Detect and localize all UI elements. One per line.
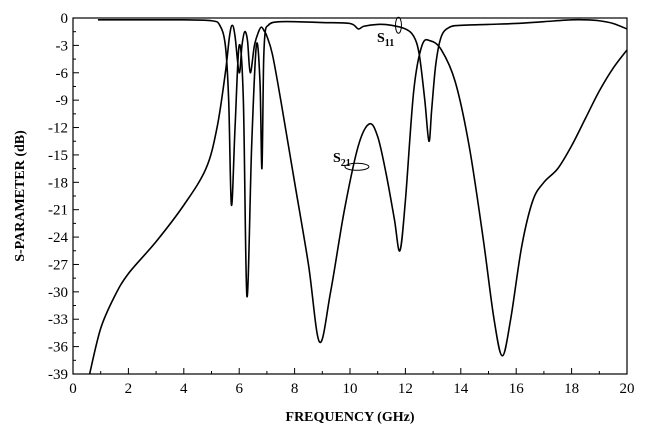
annotation-s21: S21: [333, 151, 351, 169]
y-tick-label: -21: [48, 203, 68, 219]
series-line-s11: [97, 18, 628, 298]
x-tick-label: 12: [398, 381, 413, 397]
y-tick-label: -6: [56, 66, 69, 82]
y-tick-label: -30: [48, 285, 68, 301]
y-tick-label: -12: [48, 121, 68, 137]
x-tick-label: 14: [453, 381, 469, 397]
axis-ticks: [72, 17, 628, 375]
plot-frame: [72, 17, 628, 375]
y-tick-label: -15: [48, 148, 68, 164]
y-tick-label: -9: [56, 93, 69, 109]
y-axis-title: S-PARAMETER (dB): [13, 130, 28, 262]
x-tick-label: 8: [291, 381, 299, 397]
series-line-s21: [88, 24, 628, 375]
annotation-ellipse: [344, 162, 370, 171]
y-tick-label: -36: [48, 340, 68, 356]
x-tick-label: 16: [509, 381, 525, 397]
tick-labels: 0 2 4 6 8 10 12 14 16 18 20 0 -3 -6 -9 -12 -15 -18 -21 -24 -…: [48, 11, 635, 397]
x-tick-label: 18: [564, 381, 579, 397]
y-tick-label: -39: [48, 367, 68, 383]
x-tick-label: 0: [69, 381, 77, 397]
x-tick-label: 10: [343, 381, 358, 397]
series-layer: [88, 18, 628, 375]
y-tick-label: -24: [48, 230, 68, 246]
y-tick-label: -33: [48, 312, 68, 328]
y-tick-label: 0: [61, 11, 69, 27]
y-tick-label: -27: [48, 257, 68, 273]
x-tick-label: 4: [180, 381, 188, 397]
annotation-ellipse: [394, 16, 402, 34]
annotation-s11: S11: [377, 31, 394, 49]
x-tick-label: 20: [620, 381, 635, 397]
x-tick-label: 2: [125, 381, 133, 397]
y-tick-label: -18: [48, 175, 68, 191]
x-tick-label: 6: [235, 381, 243, 397]
annotations: S11 S21: [333, 16, 402, 171]
x-axis-title: FREQUENCY (GHz): [286, 410, 415, 425]
y-tick-label: -3: [56, 38, 69, 54]
